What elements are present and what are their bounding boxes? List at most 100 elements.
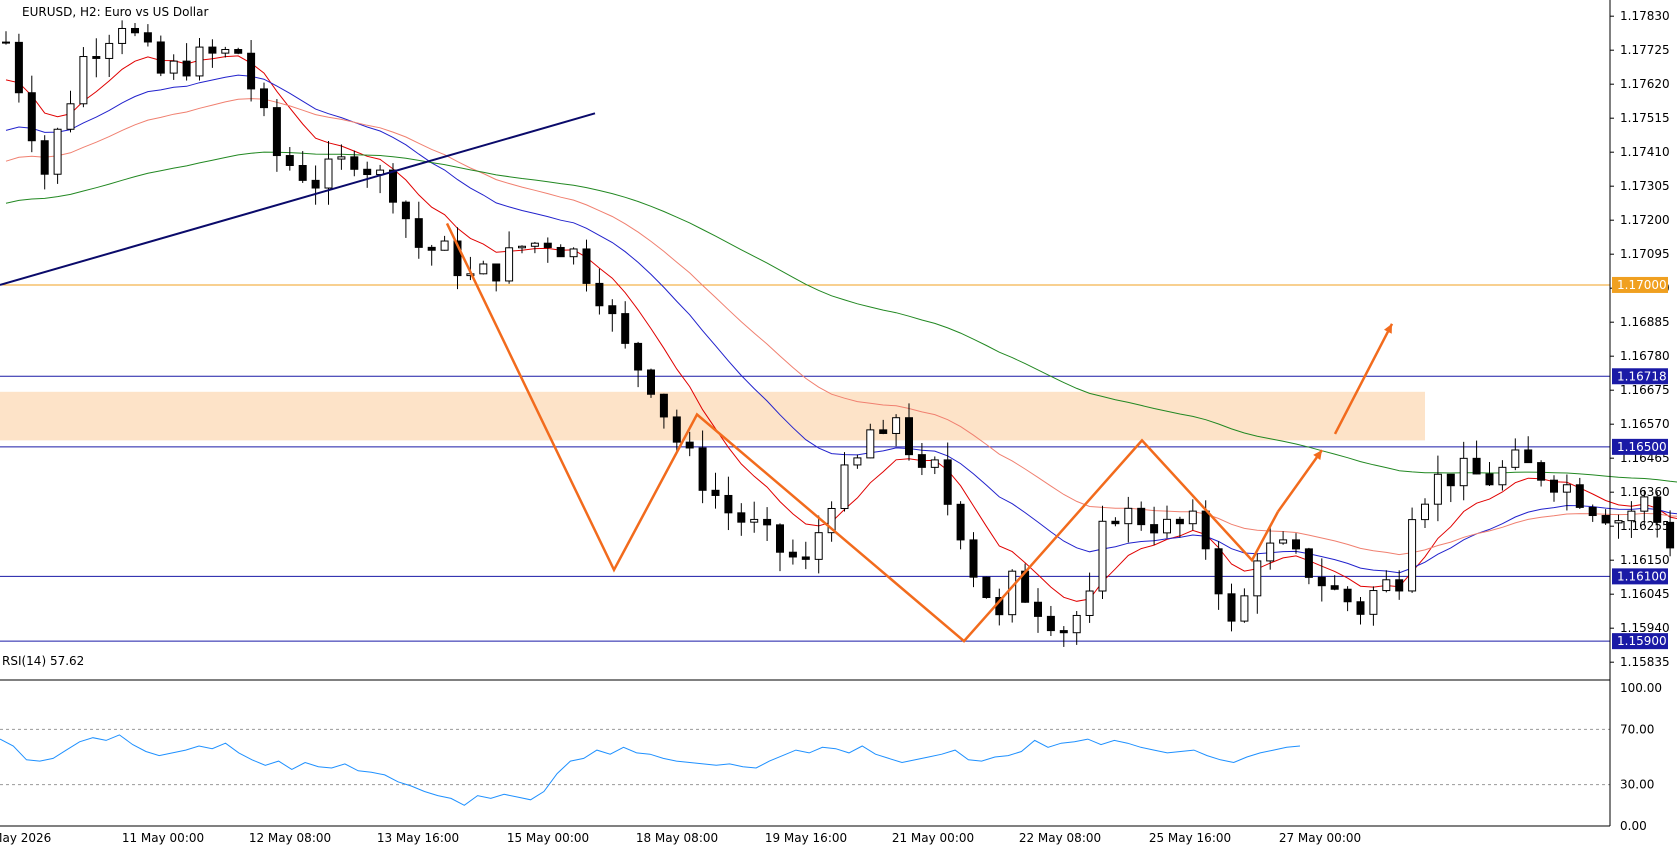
candle (505, 231, 514, 284)
candle (1459, 441, 1468, 501)
candle (569, 247, 578, 265)
candle (1653, 492, 1662, 538)
price-tick-label: 1.17725 (1620, 43, 1670, 57)
price-tick-label: 1.17200 (1620, 213, 1670, 227)
ema-long-line (5, 151, 1677, 483)
candle-body-bear (647, 369, 655, 395)
candle (1356, 597, 1365, 625)
candle (905, 403, 913, 461)
candle (272, 99, 281, 172)
price-tick-label: 1.16360 (1620, 485, 1670, 499)
price-tick-label: 1.17410 (1620, 145, 1670, 159)
level-tag (1612, 438, 1668, 455)
candle-body-bear (685, 441, 694, 449)
candle-body-bull (505, 247, 514, 282)
candle (659, 393, 668, 429)
level-tag-label: 1.17000 (1617, 278, 1667, 292)
candle-body-bear (131, 27, 139, 34)
candle-body-bull (1511, 449, 1520, 468)
symbol-title: EURUSD, H2: Euro vs US Dollar (22, 5, 208, 19)
candle (169, 54, 178, 80)
candle (234, 47, 243, 55)
candle (595, 268, 604, 315)
candle-body-bull (814, 532, 823, 560)
candle-body-bear (1175, 518, 1184, 525)
candle-body-bull (853, 457, 862, 466)
price-tick-label: 1.15835 (1620, 655, 1670, 669)
candle (1550, 475, 1558, 502)
candle-body-bear (182, 60, 191, 77)
candle-body-bull (530, 242, 539, 247)
candle (737, 503, 746, 536)
candle (337, 144, 346, 170)
pattern-zigzag (445, 222, 1280, 643)
candle-body-bull (866, 429, 875, 459)
candle-body-bear (724, 494, 733, 514)
candle (221, 46, 230, 58)
candle-body-bull (1408, 519, 1417, 592)
candle (1317, 558, 1326, 602)
candle-body-bull (221, 49, 230, 54)
candle (1227, 583, 1236, 632)
candle (105, 34, 114, 78)
candle-body-bear (1472, 457, 1481, 475)
candle-body-bear (1317, 576, 1326, 587)
candle-body-bear (582, 248, 591, 284)
candle (92, 38, 101, 78)
time-tick-label: 19 May 16:00 (765, 831, 847, 845)
candle-body-bear (234, 49, 243, 54)
candle-body-bear (1034, 601, 1042, 617)
candle-body-bear (1343, 588, 1352, 603)
candle (40, 135, 49, 190)
candle (156, 35, 165, 77)
candle-body-bull (1369, 590, 1378, 615)
candle-body-bear (982, 576, 991, 599)
candle-body-bear (1575, 484, 1584, 508)
candle-body-bull (1562, 484, 1571, 493)
candle-body-bear (1201, 510, 1210, 550)
level-tag-label: 1.16100 (1617, 569, 1667, 583)
candle-body-bear (272, 107, 281, 157)
candle (1059, 626, 1068, 647)
price-tick-label: 1.16255 (1620, 519, 1670, 533)
candle-body-bear (608, 305, 617, 315)
candle (750, 501, 759, 533)
candle (853, 454, 862, 469)
candle-body-bear (1304, 548, 1313, 578)
ema-mid-line (5, 74, 1677, 574)
candle (414, 201, 423, 259)
candle-body-bull (169, 60, 178, 74)
candle-body-bear (311, 179, 320, 189)
candle (1085, 572, 1094, 623)
candle (543, 237, 552, 263)
time-tick-label: 15 May 00:00 (507, 831, 589, 845)
candle-body-bull (1008, 570, 1017, 616)
price-tick-label: 1.17620 (1620, 77, 1670, 91)
rsi-tick-label: 30.00 (1620, 778, 1654, 792)
candle-body-bear (1059, 630, 1068, 634)
candle (363, 161, 372, 188)
candle (866, 423, 875, 459)
candle-body-bear (298, 164, 307, 181)
candle (647, 368, 655, 398)
candle-body-bear (556, 246, 565, 258)
candle (1601, 509, 1610, 525)
candle-body-bear (956, 503, 965, 541)
price-tick-label: 1.16885 (1620, 315, 1670, 329)
candle-body-bear (698, 447, 707, 491)
candle-body-bear (401, 201, 410, 220)
candle (66, 90, 75, 133)
candle-body-bear (879, 429, 888, 434)
candle-body-bull (1433, 473, 1442, 505)
candle-body-bear (905, 417, 913, 456)
rsi-tick-label: 0.00 (1620, 819, 1647, 833)
candle-body-bear (621, 313, 630, 344)
candle (1124, 496, 1133, 543)
candle (427, 244, 436, 266)
candle (79, 47, 88, 108)
candle-body-bull (1163, 518, 1171, 534)
candle-body-bull (1279, 539, 1288, 544)
candle (1098, 505, 1107, 600)
candle (917, 443, 926, 476)
